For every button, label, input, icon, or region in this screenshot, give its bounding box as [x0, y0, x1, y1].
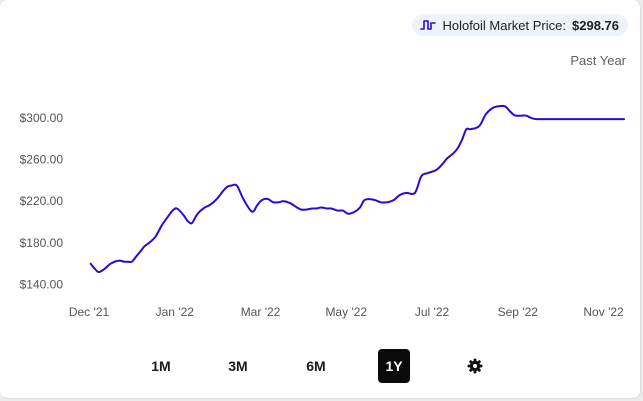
gear-icon	[467, 358, 483, 374]
market-price-legend: Holofoil Market Price: $298.76	[412, 14, 628, 36]
x-tick-label: Nov '22	[583, 305, 624, 319]
y-tick-label: $300.00	[20, 111, 64, 125]
range-button-1m[interactable]: 1M	[145, 349, 177, 383]
price-line-chart: $140.00 $180.00 $220.00 $260.00 $300.00 Dec '…	[20, 104, 626, 319]
legend-label: Holofoil Market Price:	[442, 17, 566, 33]
y-tick-label: $180.00	[20, 236, 64, 250]
legend-price: $298.76	[572, 17, 619, 33]
x-tick-label: May '22	[325, 305, 367, 319]
x-tick-label: Jul '22	[415, 305, 450, 319]
period-label: Past Year	[570, 53, 626, 68]
x-tick-label: Dec '21	[69, 305, 110, 319]
x-tick-label: Mar '22	[241, 305, 281, 319]
y-tick-label: $220.00	[20, 194, 64, 208]
y-tick-label: $260.00	[20, 152, 64, 166]
line-chart-icon	[420, 20, 437, 30]
range-button-1y[interactable]: 1Y	[378, 349, 410, 383]
price-series-line	[89, 104, 626, 274]
range-controls: 1M 3M 6M 1Y	[0, 349, 640, 383]
range-button-6m[interactable]: 6M	[300, 349, 332, 383]
y-tick-label: $140.00	[20, 278, 64, 292]
range-button-3m[interactable]: 3M	[222, 349, 254, 383]
x-tick-label: Sep '22	[498, 305, 539, 319]
x-tick-label: Jan '22	[156, 305, 195, 319]
settings-button[interactable]	[463, 349, 487, 383]
